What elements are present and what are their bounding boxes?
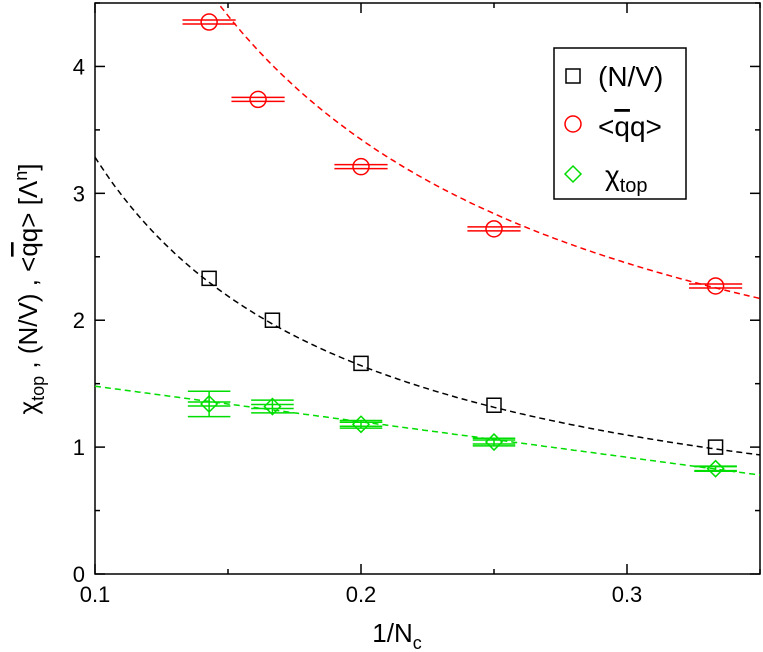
legend-marker-diamond bbox=[563, 164, 583, 184]
legend: (N/V) <qq> χtop bbox=[553, 47, 687, 200]
x-tick-label: 0.2 bbox=[346, 582, 377, 607]
y-tick-label: 2 bbox=[73, 308, 85, 333]
legend-box bbox=[553, 47, 687, 200]
data-point-square bbox=[707, 439, 724, 455]
legend-marker-circle bbox=[564, 115, 582, 133]
fit-curves bbox=[95, 3, 760, 476]
fit-curve bbox=[95, 385, 760, 476]
x-tick-label: 0.1 bbox=[80, 582, 111, 607]
data-point-diamond bbox=[263, 397, 282, 416]
data-point-diamond bbox=[351, 415, 371, 434]
data-point-circle bbox=[200, 13, 218, 31]
legend-marker-square bbox=[565, 68, 581, 84]
data-point-square bbox=[353, 355, 369, 372]
data-point-square bbox=[264, 312, 281, 328]
svg-text:χtop , (N/V) , <qq> [Λn]: χtop , (N/V) , <qq> [Λn] bbox=[11, 163, 48, 414]
data-point-circle bbox=[706, 277, 725, 295]
fit-curve bbox=[217, 3, 760, 300]
y-tick-label: 1 bbox=[73, 435, 85, 460]
data-point-circle bbox=[352, 157, 370, 176]
data-point-circle bbox=[249, 90, 267, 109]
legend-label-nv: (N/V) bbox=[598, 61, 663, 92]
legend-label-qq: <qq> bbox=[598, 111, 662, 142]
x-tick-label: 0.3 bbox=[612, 582, 643, 607]
data-point-square bbox=[201, 270, 217, 287]
data-point-circle bbox=[485, 220, 503, 238]
y-tick-label: 3 bbox=[73, 181, 85, 206]
data-point-diamond bbox=[706, 459, 725, 478]
x-axis-label: 1/Nc bbox=[372, 618, 421, 652]
axis-ticks: 0.1 0.2 0.3 0 1 2 3 4 bbox=[73, 2, 761, 607]
data-point-square bbox=[486, 397, 502, 413]
data-point-diamond bbox=[484, 432, 504, 452]
data-series bbox=[182, 13, 743, 478]
data-point-diamond bbox=[200, 394, 219, 414]
fit-curve bbox=[95, 156, 760, 456]
legend-label-chi: χtop bbox=[605, 160, 648, 197]
y-axis-label: χtop , (N/V) , <qq> [Λn] bbox=[11, 163, 48, 414]
y-tick-label: 0 bbox=[73, 562, 85, 587]
y-tick-label: 4 bbox=[73, 54, 85, 79]
